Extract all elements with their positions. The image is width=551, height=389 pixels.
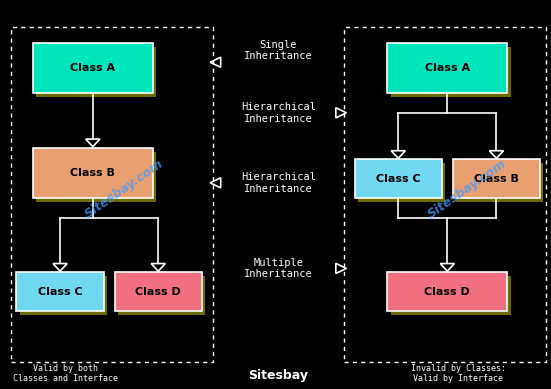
- Text: Class D: Class D: [424, 287, 470, 297]
- Text: Class C: Class C: [38, 287, 83, 297]
- Text: Sitesbay.com: Sitesbay.com: [82, 157, 165, 221]
- Text: Class D: Class D: [136, 287, 181, 297]
- FancyBboxPatch shape: [453, 159, 540, 198]
- Text: Sitesbay.com: Sitesbay.com: [425, 157, 509, 221]
- Text: Class A: Class A: [425, 63, 470, 73]
- FancyBboxPatch shape: [387, 43, 507, 93]
- FancyBboxPatch shape: [358, 163, 445, 202]
- FancyBboxPatch shape: [118, 276, 205, 315]
- FancyBboxPatch shape: [33, 148, 153, 198]
- FancyBboxPatch shape: [20, 276, 107, 315]
- Text: 🐦: 🐦: [272, 354, 284, 373]
- FancyBboxPatch shape: [36, 47, 156, 97]
- Text: Class A: Class A: [70, 63, 115, 73]
- Text: Hierarchical
Inheritance: Hierarchical Inheritance: [241, 102, 316, 124]
- Text: Class C: Class C: [376, 174, 420, 184]
- FancyBboxPatch shape: [387, 272, 507, 311]
- Text: Class B: Class B: [474, 174, 519, 184]
- FancyBboxPatch shape: [17, 272, 104, 311]
- FancyBboxPatch shape: [33, 43, 153, 93]
- Text: Class B: Class B: [71, 168, 115, 178]
- Text: Valid by both
Classes and Interface: Valid by both Classes and Interface: [13, 364, 118, 383]
- FancyBboxPatch shape: [391, 276, 511, 315]
- FancyBboxPatch shape: [355, 159, 442, 198]
- FancyBboxPatch shape: [115, 272, 202, 311]
- Text: Invalid by Classes:
Valid by Interface: Invalid by Classes: Valid by Interface: [410, 364, 506, 383]
- FancyBboxPatch shape: [456, 163, 543, 202]
- FancyBboxPatch shape: [391, 47, 511, 97]
- Text: Single
Inheritance: Single Inheritance: [244, 40, 312, 61]
- FancyBboxPatch shape: [36, 152, 156, 202]
- Text: Sitesbay: Sitesbay: [249, 369, 308, 382]
- Text: Multiple
Inheritance: Multiple Inheritance: [244, 258, 312, 279]
- Text: Hierarchical
Inheritance: Hierarchical Inheritance: [241, 172, 316, 194]
